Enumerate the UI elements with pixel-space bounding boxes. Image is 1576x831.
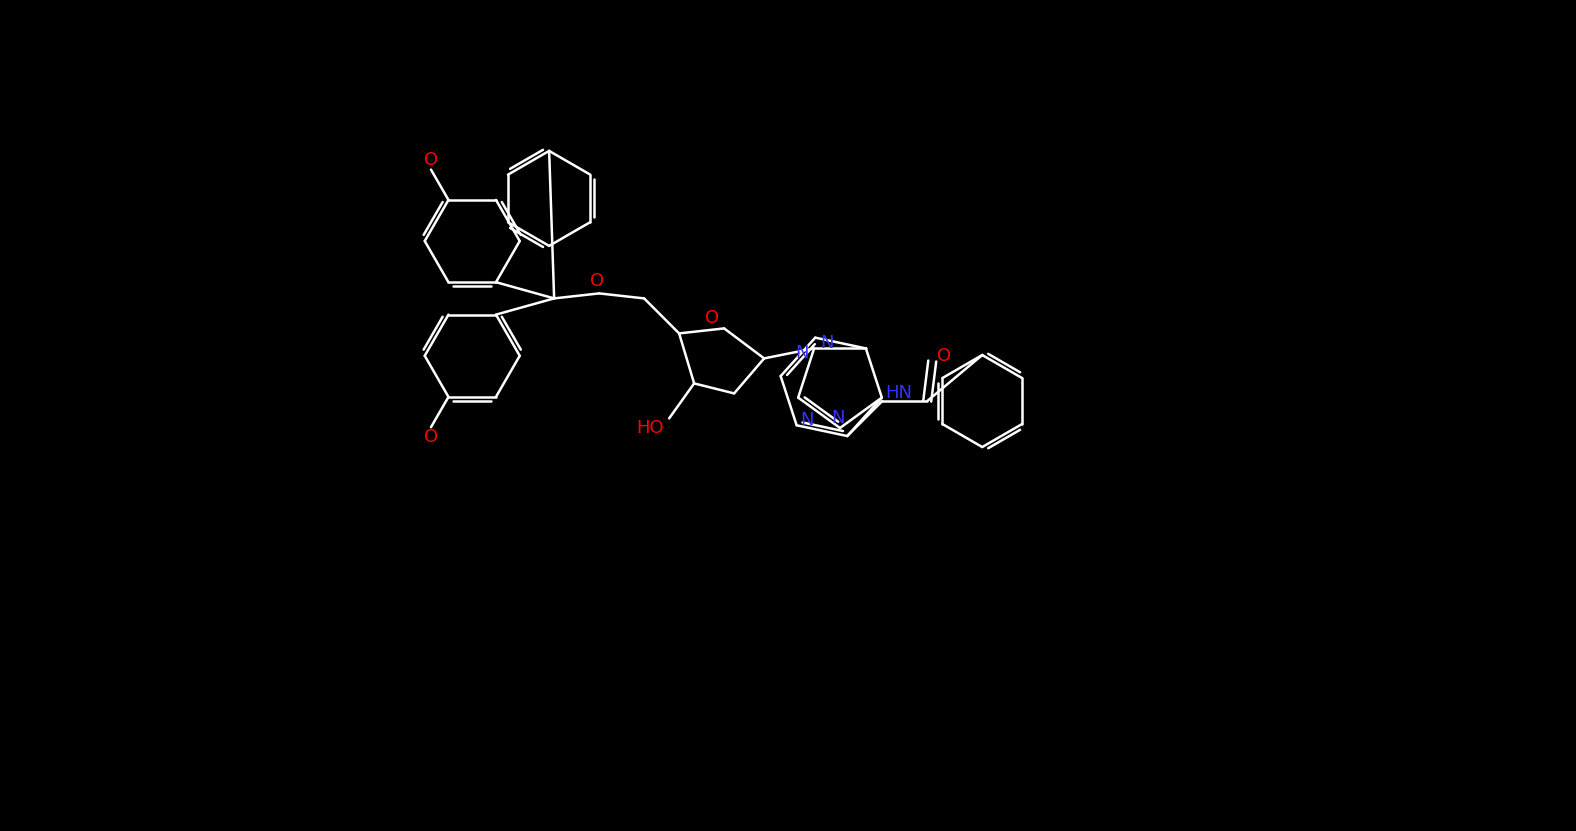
Text: HN: HN <box>886 384 913 402</box>
Text: O: O <box>938 347 952 365</box>
Text: N: N <box>801 411 813 430</box>
Text: O: O <box>589 273 604 290</box>
Text: N: N <box>796 344 808 362</box>
Text: N: N <box>821 334 834 352</box>
Text: O: O <box>704 309 719 327</box>
Text: N: N <box>831 409 845 427</box>
Text: HO: HO <box>637 420 663 437</box>
Text: O: O <box>424 150 438 169</box>
Text: O: O <box>424 428 438 446</box>
